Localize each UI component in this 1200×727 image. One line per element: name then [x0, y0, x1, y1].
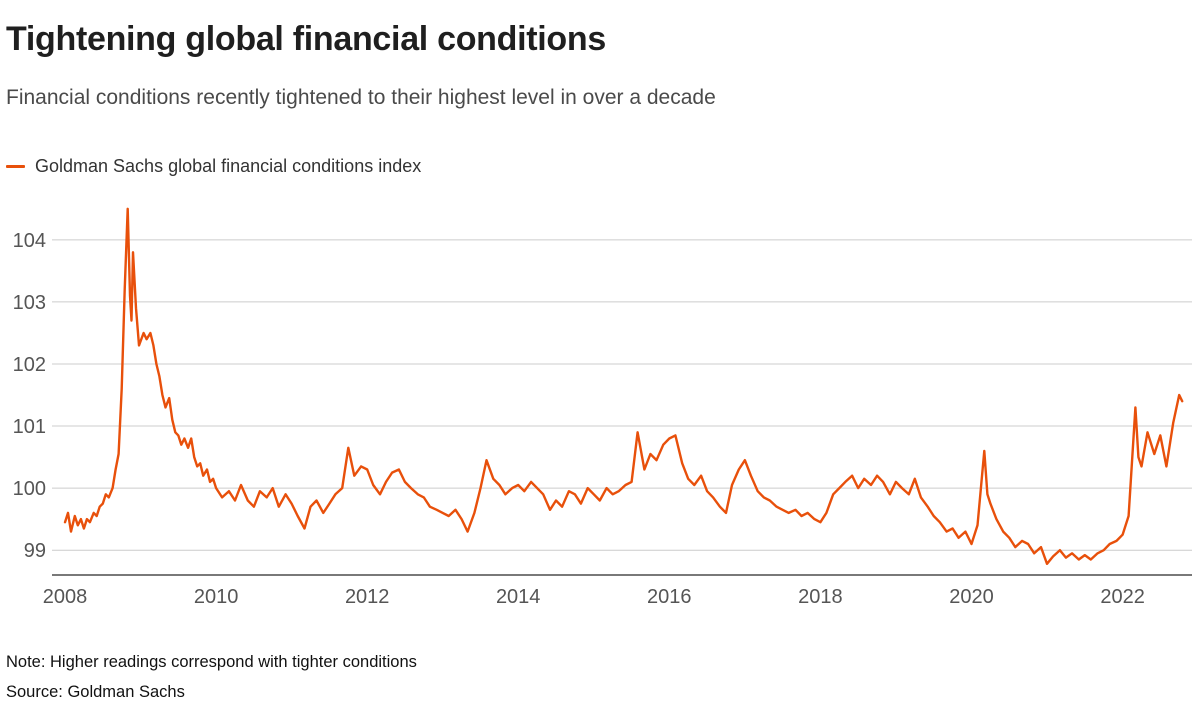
svg-text:2016: 2016: [647, 586, 692, 608]
chart-title: Tightening global financial conditions: [6, 20, 606, 58]
svg-text:99: 99: [24, 540, 46, 562]
chart-subtitle: Financial conditions recently tightened …: [6, 86, 716, 110]
svg-text:2020: 2020: [949, 586, 994, 608]
footnotes: Note: Higher readings correspond with ti…: [6, 648, 1194, 707]
chart-note: Note: Higher readings correspond with ti…: [6, 653, 417, 672]
svg-text:100: 100: [13, 478, 46, 500]
svg-text:2022: 2022: [1100, 586, 1145, 608]
legend: Goldman Sachs global financial condition…: [6, 156, 1194, 177]
svg-text:2018: 2018: [798, 586, 843, 608]
svg-text:2010: 2010: [194, 586, 239, 608]
svg-text:2012: 2012: [345, 586, 390, 608]
legend-line-swatch-icon: [6, 165, 25, 169]
svg-text:104: 104: [13, 230, 46, 252]
chart-plot-area: 99 100 101 102 103 104 2008 2010 2012 2014 2016 201…: [6, 190, 1194, 630]
svg-text:2014: 2014: [496, 586, 541, 608]
chart-source: Source: Goldman Sachs: [6, 682, 185, 701]
svg-text:103: 103: [13, 292, 46, 314]
legend-series-label: Goldman Sachs global financial condition…: [35, 156, 422, 177]
chart-card: Tightening global financial conditions F…: [6, 20, 1194, 707]
svg-text:102: 102: [13, 354, 46, 376]
svg-text:101: 101: [13, 416, 46, 438]
chart-svg: 99 100 101 102 103 104 2008 2010 2012 2014 2016 201…: [13, 207, 1192, 608]
svg-text:2008: 2008: [43, 586, 88, 608]
